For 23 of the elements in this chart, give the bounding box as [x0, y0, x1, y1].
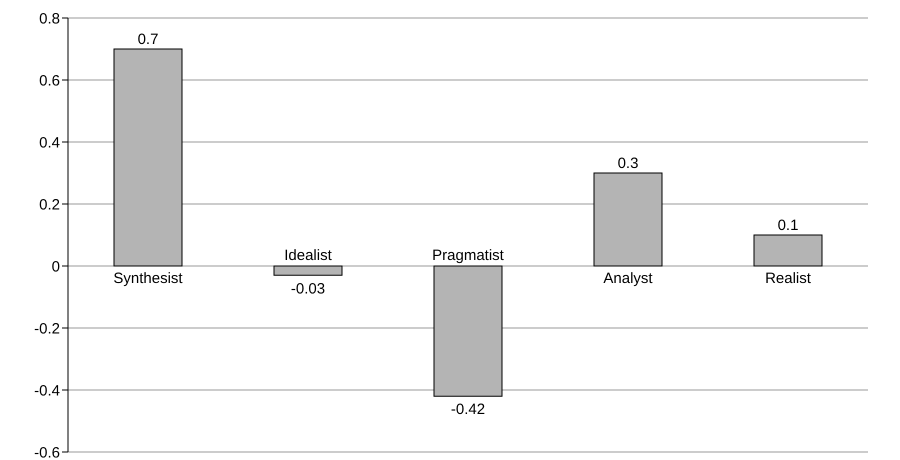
y-tick-label: -0.2 — [34, 320, 60, 338]
bar — [114, 48, 182, 266]
y-tick-label: 0.4 — [39, 134, 60, 152]
bar — [274, 266, 342, 276]
data-label: 0.1 — [778, 217, 798, 234]
data-label: -0.42 — [450, 401, 486, 418]
bar — [754, 234, 822, 266]
bar — [434, 266, 502, 397]
y-tick-label: 0.6 — [39, 72, 60, 90]
x-tick-label: Synthesist — [113, 270, 184, 287]
data-label: -0.03 — [290, 280, 326, 298]
x-tick-label: Pragmatist — [432, 247, 505, 264]
y-tick-label: -0.6 — [34, 444, 60, 460]
y-tick-label: 0 — [52, 258, 60, 276]
x-tick-label: Idealist — [284, 247, 333, 264]
data-label: 0.7 — [138, 31, 158, 48]
bar — [594, 172, 662, 266]
x-tick-label: Realist — [765, 270, 812, 287]
data-label: 0.3 — [618, 155, 638, 172]
y-tick-label: -0.4 — [34, 382, 60, 400]
y-tick-label: 0.2 — [39, 196, 60, 214]
y-tick-label: 0.8 — [39, 10, 60, 28]
x-tick-label: Analyst — [603, 270, 654, 287]
